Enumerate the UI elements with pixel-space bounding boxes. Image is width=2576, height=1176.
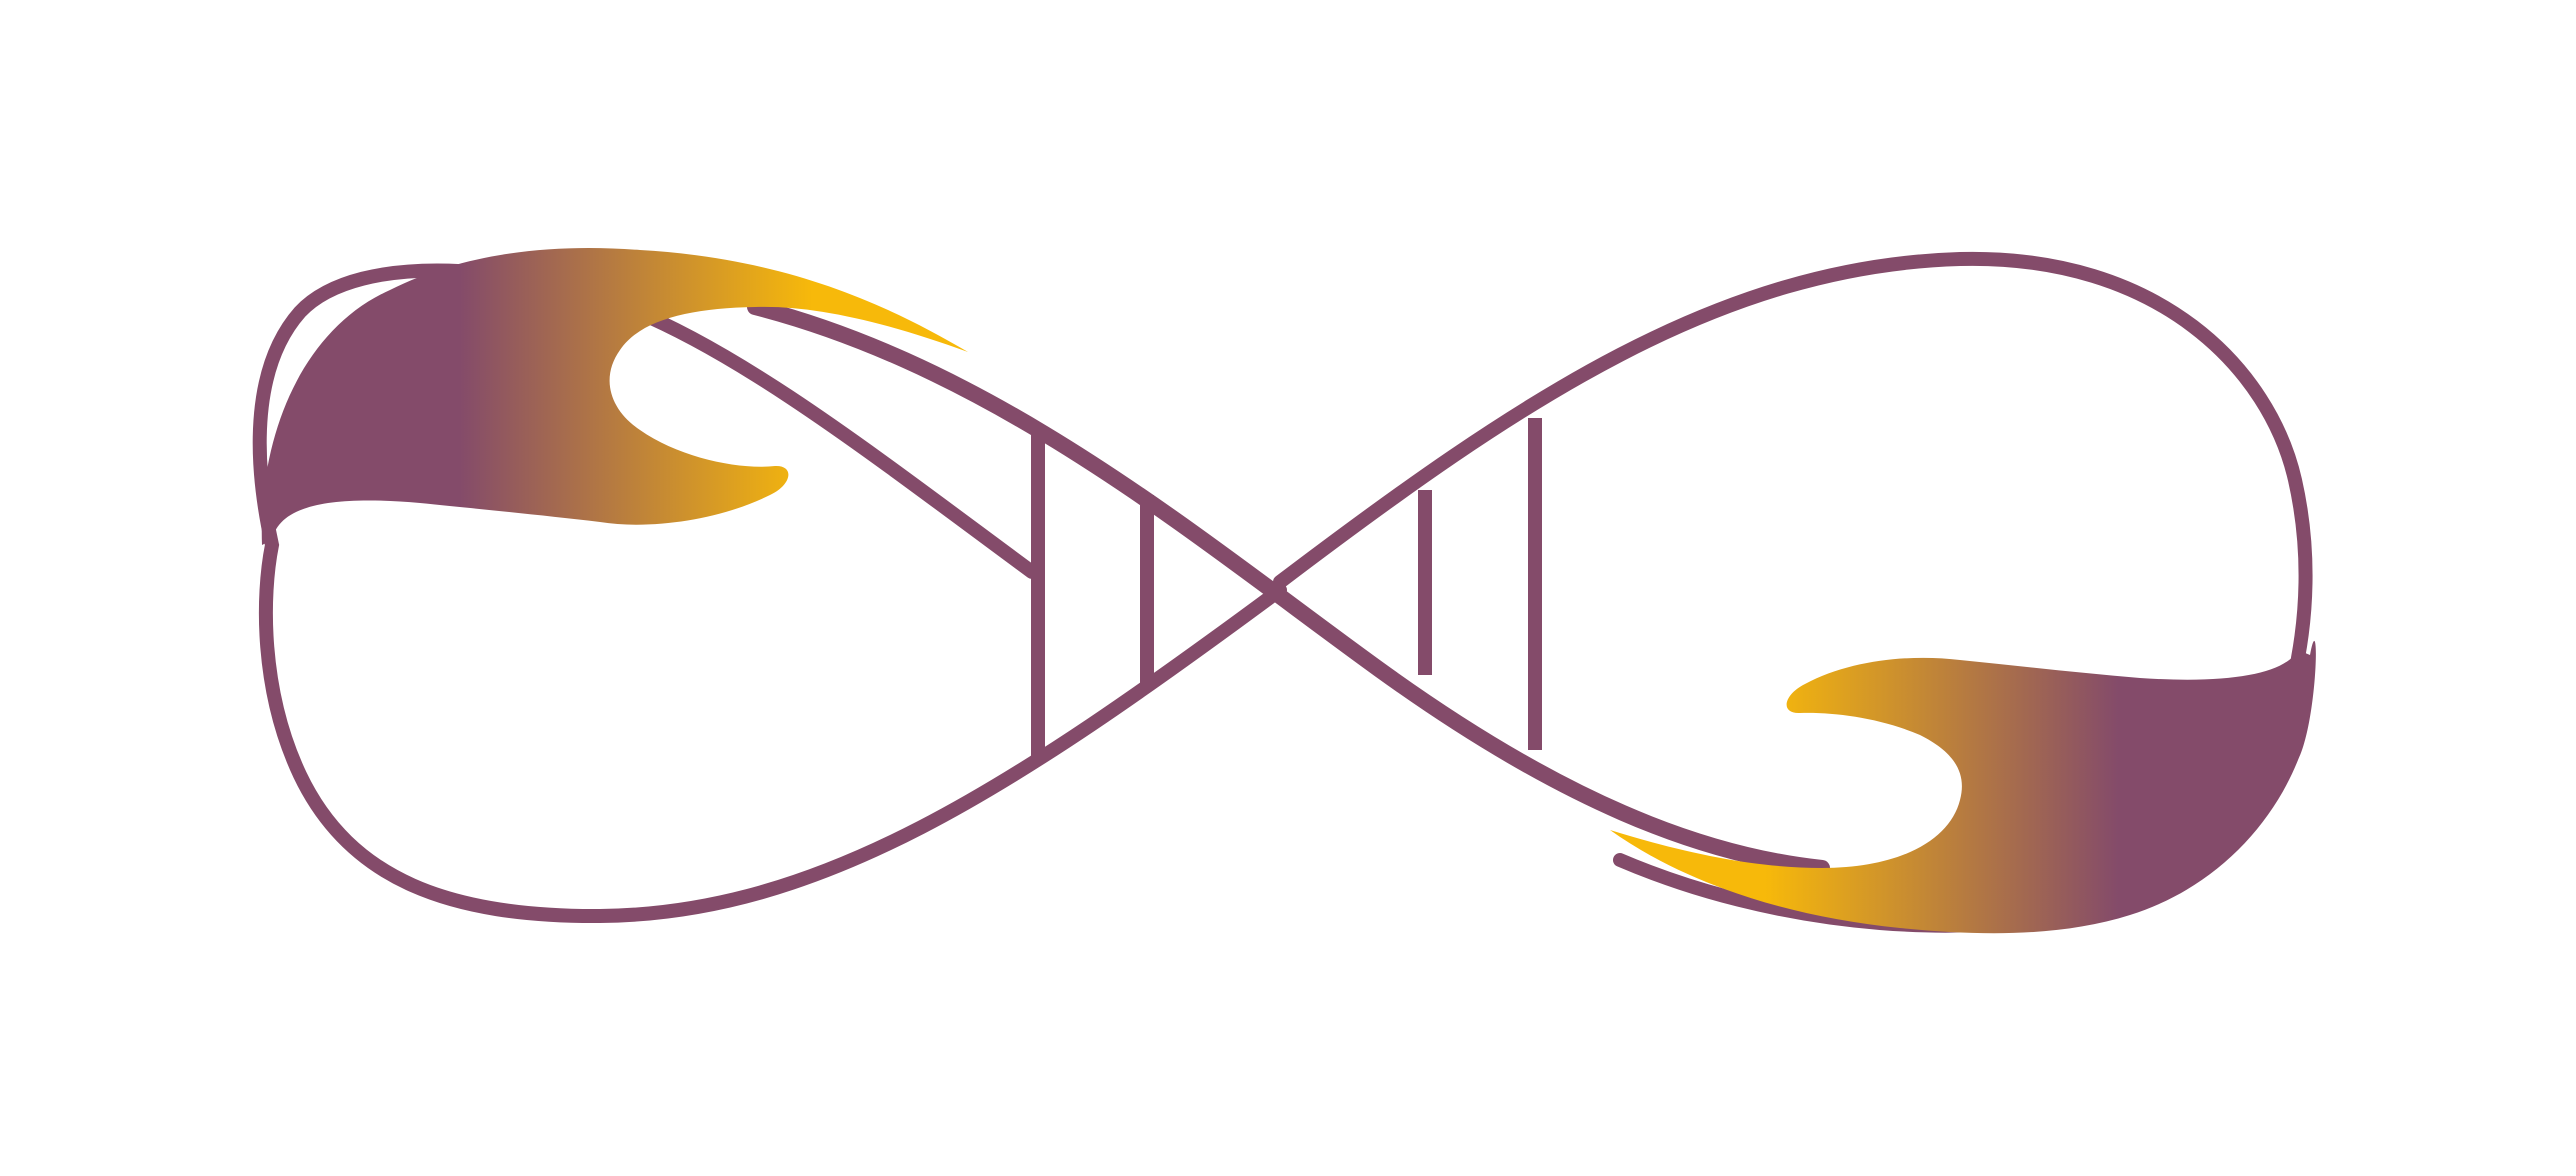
left-wave-swoosh xyxy=(261,248,969,545)
dna-rung-3 xyxy=(1418,490,1432,675)
dna-rung-1 xyxy=(1031,428,1045,756)
dna-rung-4 xyxy=(1528,418,1542,750)
dna-rung-2 xyxy=(1140,495,1154,685)
right-wave-swoosh xyxy=(1610,640,2316,934)
crossing-strand-descending xyxy=(747,299,1830,876)
